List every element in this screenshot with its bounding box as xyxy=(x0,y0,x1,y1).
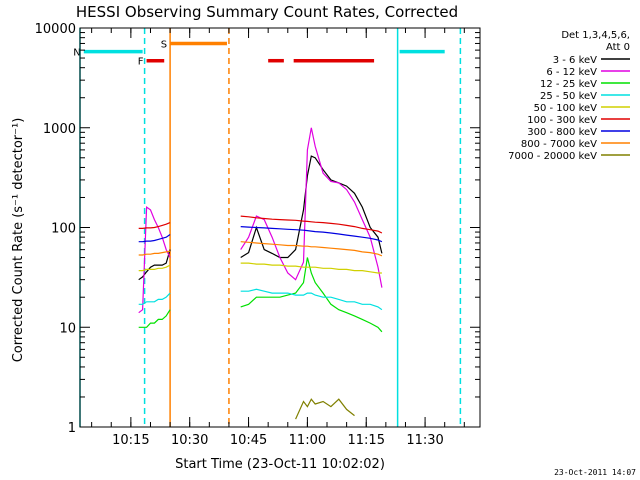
legend-header: Att 0 xyxy=(606,42,630,53)
x-tick-label: 11:15 xyxy=(348,433,385,448)
legend-entry-label: 800 - 7000 keV xyxy=(521,139,597,150)
x-axis-label: Start Time (23-Oct-11 10:02:02) xyxy=(175,457,385,472)
x-tick-label: 10:15 xyxy=(112,433,149,448)
series-line xyxy=(295,398,355,420)
legend-entry-label: 12 - 25 keV xyxy=(540,79,597,90)
series-line xyxy=(138,127,383,314)
legend-header: Det 1,3,4,5,6, xyxy=(561,30,630,41)
legend-entry-label: 6 - 12 keV xyxy=(546,67,597,78)
y-tick-label: 1000 xyxy=(43,122,76,137)
y-axis-ticks: 1 10 100 1000 10000 xyxy=(35,22,480,436)
legend-entry-label: 50 - 100 keV xyxy=(534,103,598,114)
y-tick-label: 10 xyxy=(59,321,76,336)
plot-frame xyxy=(79,27,481,428)
data-series xyxy=(138,127,383,420)
series-line xyxy=(138,215,383,234)
flag-label: F xyxy=(138,57,144,68)
x-axis-ticks: 10:15 10:30 10:45 11:00 11:15 11:30 xyxy=(91,28,465,448)
vertical-markers xyxy=(79,28,462,427)
legend-entry-label: 100 - 300 keV xyxy=(527,115,597,126)
legend-entry-label: 3 - 6 keV xyxy=(553,55,597,66)
series-line xyxy=(138,288,383,311)
y-axis-label: Corrected Count Rate (s⁻¹ detector⁻¹) xyxy=(11,118,26,363)
flag-label: N xyxy=(73,48,80,59)
y-tick-label: 10000 xyxy=(35,22,76,37)
series-line xyxy=(138,257,383,333)
x-tick-label: 10:45 xyxy=(230,433,267,448)
series-line xyxy=(138,262,382,274)
y-tick-label: 1 xyxy=(68,421,76,436)
legend-entry-label: 25 - 50 keV xyxy=(540,91,597,102)
x-tick-label: 10:30 xyxy=(171,433,208,448)
legend-entry-label: 300 - 800 keV xyxy=(527,127,597,138)
chart-title: HESSI Observing Summary Count Rates, Cor… xyxy=(76,3,458,21)
legend-entry-label: 7000 - 20000 keV xyxy=(508,151,597,162)
series-line xyxy=(138,226,383,243)
x-tick-label: 11:00 xyxy=(289,433,326,448)
flag-bars: F N S xyxy=(73,39,445,68)
series-line xyxy=(138,241,383,257)
y-tick-label: 100 xyxy=(51,222,76,237)
x-tick-label: 11:30 xyxy=(406,433,443,448)
plot-timestamp: 23-Oct-2011 14:07 xyxy=(554,468,636,477)
flag-label: S xyxy=(161,39,167,50)
